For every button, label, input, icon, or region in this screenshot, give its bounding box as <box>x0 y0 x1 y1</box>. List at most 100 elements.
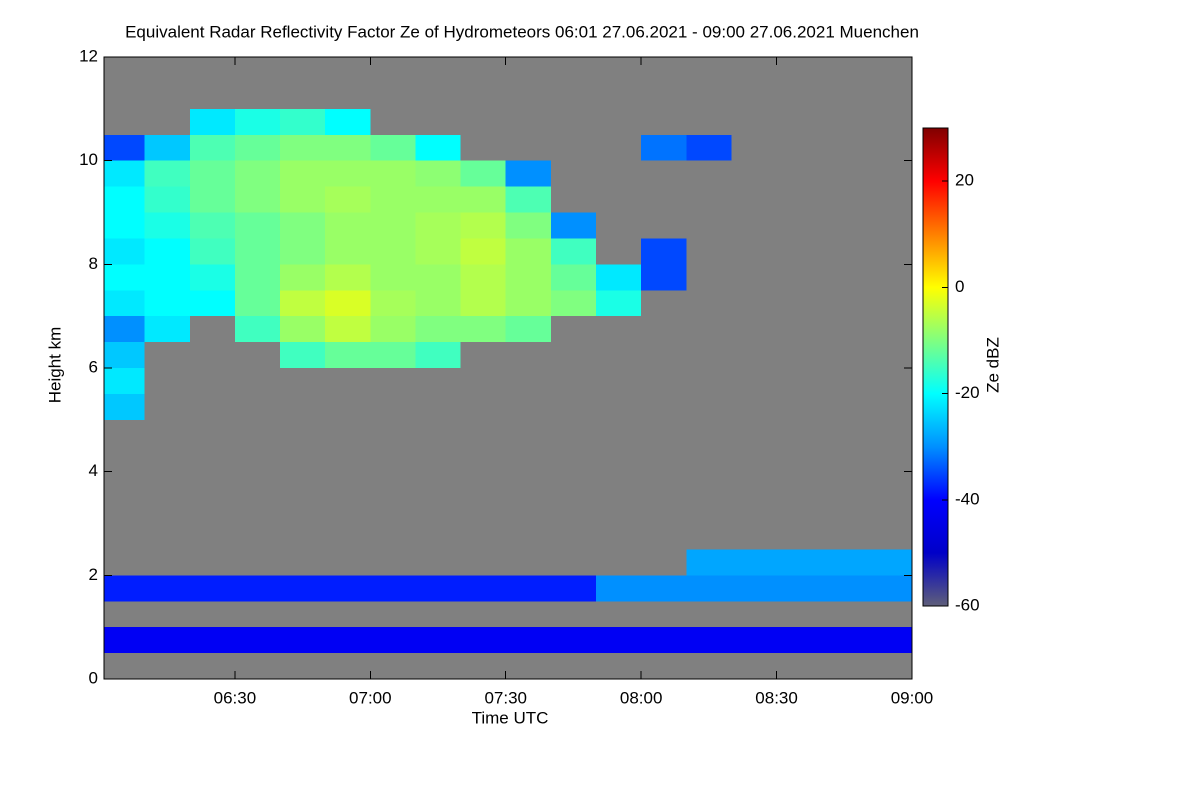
heat-cell <box>325 108 371 135</box>
colorbar-tick-label: -60 <box>955 595 980 614</box>
heat-cell <box>325 575 371 602</box>
heat-cell <box>104 393 145 420</box>
heat-cell <box>415 134 461 161</box>
heat-cell <box>104 342 145 368</box>
heat-cell <box>415 627 461 654</box>
heat-cell <box>325 212 371 239</box>
heat-cell <box>280 575 326 602</box>
heat-cell <box>460 290 506 317</box>
heat-cell <box>415 290 461 317</box>
heat-cell <box>189 134 235 161</box>
heat-cell <box>234 264 281 291</box>
chart-title: Equivalent Radar Reflectivity Factor Ze … <box>125 22 919 41</box>
heat-cell <box>280 290 326 317</box>
heat-cell <box>686 575 732 602</box>
heat-cell <box>776 549 822 576</box>
heat-cell <box>641 575 687 602</box>
heat-cell <box>370 212 416 239</box>
heat-cell <box>460 316 506 343</box>
x-tick-label: 07:00 <box>349 688 392 707</box>
heat-cell <box>370 186 416 213</box>
heat-cell <box>731 627 777 654</box>
heat-cell <box>280 108 326 135</box>
heat-cell <box>189 160 235 187</box>
heat-cell <box>234 627 281 654</box>
heat-cell <box>144 575 190 602</box>
heat-cell <box>234 316 281 343</box>
heat-cell <box>234 212 281 239</box>
heat-cell <box>415 160 461 187</box>
heat-cell <box>234 575 281 602</box>
heat-cell <box>866 549 912 576</box>
heat-cell <box>596 627 642 654</box>
heat-cell <box>370 316 416 343</box>
heat-cell <box>415 342 461 368</box>
colorbar-frame <box>922 127 949 607</box>
heat-cell <box>686 549 732 576</box>
heat-cell <box>280 316 326 343</box>
heat-cell <box>104 134 145 161</box>
heat-cell <box>415 238 461 265</box>
heat-cell <box>144 290 190 317</box>
heat-cell <box>776 627 822 654</box>
heat-cell <box>280 238 326 265</box>
heat-cell <box>821 575 867 602</box>
heat-cell <box>104 160 145 187</box>
heat-cell <box>505 212 551 239</box>
heat-cell <box>415 575 461 602</box>
heat-cell <box>325 134 371 161</box>
heat-cell <box>189 238 235 265</box>
heat-cell <box>460 627 506 654</box>
heat-cell <box>370 342 416 368</box>
heat-cell <box>280 186 326 213</box>
heat-cell <box>550 575 597 602</box>
heat-cell <box>686 627 732 654</box>
heat-cell <box>144 160 190 187</box>
heat-cell <box>641 264 687 291</box>
heat-cell <box>460 238 506 265</box>
heat-cell <box>144 212 190 239</box>
y-tick-label: 4 <box>89 461 98 480</box>
heat-cell <box>370 134 416 161</box>
heat-cell <box>550 290 597 317</box>
heat-cell <box>505 160 551 187</box>
heat-cell <box>370 160 416 187</box>
heat-cell <box>189 290 235 317</box>
colorbar-tick-label: 0 <box>955 277 964 296</box>
heat-cell <box>280 212 326 239</box>
heat-cell <box>189 264 235 291</box>
heat-cell <box>866 575 912 602</box>
heat-cell <box>280 627 326 654</box>
heat-cell <box>596 264 642 291</box>
heat-cell <box>234 134 281 161</box>
heat-cell <box>415 264 461 291</box>
heat-cell <box>641 134 687 161</box>
heat-cell <box>104 238 145 265</box>
heat-cell <box>104 212 145 239</box>
heat-cell <box>104 186 145 213</box>
heat-cell <box>325 316 371 343</box>
heat-cell <box>189 575 235 602</box>
heat-cell <box>370 627 416 654</box>
y-tick-label: 10 <box>79 150 98 169</box>
heat-cell <box>460 160 506 187</box>
heat-cell <box>370 575 416 602</box>
x-tick-label: 07:30 <box>484 688 527 707</box>
heat-cell <box>325 238 371 265</box>
heat-cell <box>234 160 281 187</box>
x-axis-label: Time UTC <box>472 708 549 727</box>
colorbar-tick-label: -40 <box>955 489 980 508</box>
colorbar-tick-label: -20 <box>955 383 980 402</box>
y-tick-label: 8 <box>89 254 98 273</box>
y-tick-label: 6 <box>89 357 98 376</box>
heat-cell <box>505 238 551 265</box>
heat-cell <box>234 290 281 317</box>
heat-cell <box>460 575 506 602</box>
heat-cell <box>596 290 642 317</box>
heat-cell <box>550 238 597 265</box>
heat-cell <box>325 290 371 317</box>
heat-cell <box>460 186 506 213</box>
heat-cell <box>370 264 416 291</box>
heat-cell <box>104 627 145 654</box>
heat-cell <box>505 264 551 291</box>
